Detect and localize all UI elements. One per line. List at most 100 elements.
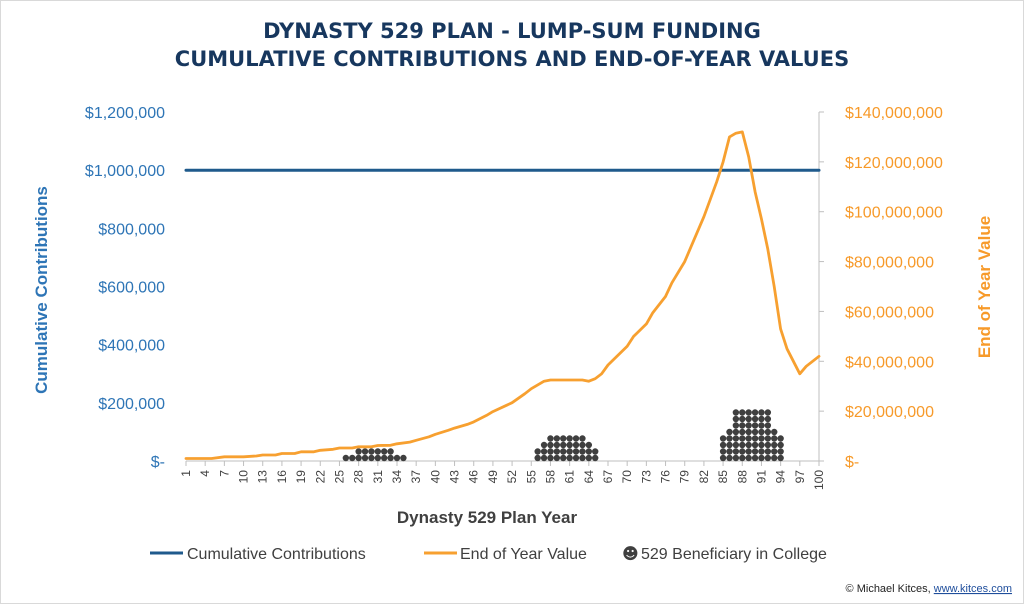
x-tick-label: 43 — [448, 470, 462, 484]
college-marker-dot — [726, 448, 733, 455]
college-marker-dot — [374, 454, 382, 462]
x-tick-label: 46 — [467, 470, 481, 484]
college-marker-dot — [553, 454, 561, 462]
college-marker-dot — [342, 454, 350, 462]
college-marker-dot — [758, 415, 765, 423]
college-marker-dot — [751, 415, 759, 423]
college-marker-dot — [374, 448, 382, 455]
chart-title-line-1: DYNASTY 529 PLAN - LUMP-SUM FUNDING — [263, 19, 761, 43]
college-marker-dot — [547, 448, 554, 455]
series-lines — [184, 130, 821, 460]
college-marker-dot — [361, 454, 369, 462]
college-marker-dot — [566, 454, 573, 462]
credit-line: © Michael Kitces, www.kitces.com — [846, 583, 1012, 595]
college-marker-dot — [764, 441, 772, 449]
college-marker-dot — [771, 435, 778, 442]
x-tick-label: 10 — [237, 470, 251, 484]
college-marker-dot — [572, 448, 580, 455]
college-marker-dot — [400, 454, 407, 462]
right-tick-label: $20,000,000 — [845, 404, 934, 421]
x-tick-label: 52 — [505, 470, 519, 484]
x-tick-label: 100 — [812, 470, 826, 490]
college-marker-dot — [726, 435, 733, 442]
right-tick-label: $40,000,000 — [845, 354, 934, 371]
college-marker-dot — [540, 441, 548, 449]
legend-label-end-value: End of Year Value — [460, 546, 587, 563]
college-marker-dot — [553, 448, 561, 455]
college-marker-dot — [381, 448, 388, 455]
x-tick-label: 19 — [294, 470, 308, 484]
left-axis-ticks: $- $200,000 $400,000 $600,000 $800,000 $1,000… — [85, 105, 165, 471]
legend-label-college: 529 Beneficiary in College — [641, 546, 827, 563]
college-marker-dot — [579, 454, 586, 462]
right-axis-title: End of Year Value — [975, 216, 994, 358]
college-marker-dot — [560, 441, 567, 449]
college-marker-dot — [361, 448, 369, 455]
college-marker-dot — [764, 435, 772, 442]
college-marker-dot — [719, 448, 727, 455]
college-marker-dot — [764, 454, 772, 462]
right-tick-label: $120,000,000 — [845, 155, 943, 172]
legend: Cumulative Contributions End of Year Val… — [150, 544, 827, 563]
x-tick-label: 40 — [428, 470, 442, 484]
left-tick-label: $- — [151, 454, 165, 471]
college-marker-dot — [732, 415, 740, 423]
college-marker-dot — [732, 428, 740, 436]
chart-title-line-2: CUMULATIVE CONTRIBUTIONS AND END-OF-YEAR… — [175, 47, 849, 71]
x-tick-label: 70 — [620, 470, 634, 484]
college-marker-dot — [547, 441, 554, 449]
x-tick-label: 82 — [697, 470, 711, 484]
x-tick-label: 61 — [563, 470, 577, 484]
x-axis-ticks: 1 4 7 10 13 16 19 22 25 28 31 34 37 40 43 46 49 52 55 58 61 6… — [179, 461, 826, 490]
college-marker-dot — [393, 454, 401, 462]
college-marker-dot — [585, 454, 593, 462]
college-marker-dot — [732, 454, 740, 462]
college-marker-dot — [771, 428, 778, 436]
x-tick-label: 37 — [409, 470, 423, 484]
college-marker-dot — [572, 454, 580, 462]
left-tick-label: $1,000,000 — [85, 163, 165, 180]
college-marker-dot — [560, 448, 567, 455]
college-marker-dot — [726, 454, 733, 462]
right-tick-label: $- — [845, 454, 859, 471]
college-marker-dot — [585, 448, 593, 455]
right-tick-label: $100,000,000 — [845, 205, 943, 222]
college-marker-dot — [719, 441, 727, 449]
college-marker-dot — [534, 454, 541, 462]
college-marker-dot — [579, 441, 586, 449]
college-marker-dot — [751, 448, 759, 455]
x-tick-label: 49 — [486, 470, 500, 484]
college-marker-dot — [553, 435, 561, 442]
legend-label-contributions: Cumulative Contributions — [187, 546, 366, 563]
x-tick-label: 16 — [275, 470, 289, 484]
college-marker-dot — [732, 409, 740, 416]
college-marker-dot — [777, 454, 784, 462]
x-tick-label: 76 — [659, 470, 673, 484]
college-marker-dot — [592, 454, 599, 462]
x-tick-label: 25 — [332, 470, 346, 484]
college-marker-dot — [732, 422, 740, 429]
right-tick-label: $60,000,000 — [845, 304, 934, 321]
right-axis-ticks: $- $20,000,000 $40,000,000 $60,000,000 $80,0… — [819, 105, 943, 471]
college-marker-dot — [585, 441, 593, 449]
college-marker-dot — [572, 441, 580, 449]
left-axis-title: Cumulative Contributions — [32, 186, 51, 394]
college-marker-dot — [745, 435, 752, 442]
college-marker-dot — [739, 409, 746, 416]
college-marker-dot — [355, 454, 362, 462]
x-tick-label: 88 — [735, 470, 749, 484]
college-marker-dot — [368, 448, 375, 455]
college-marker-dot — [726, 441, 733, 449]
college-marker-dot — [540, 448, 548, 455]
college-marker-dot — [719, 454, 727, 462]
college-marker-dot — [387, 454, 394, 462]
college-marker-dot — [745, 448, 752, 455]
x-tick-label: 4 — [198, 470, 212, 477]
college-marker-dot — [368, 454, 375, 462]
college-marker-dot — [764, 448, 772, 455]
college-marker-dot — [758, 448, 765, 455]
credit-link[interactable]: www.kitces.com — [933, 583, 1012, 595]
x-tick-label: 79 — [678, 470, 692, 484]
x-tick-label: 13 — [256, 470, 270, 484]
